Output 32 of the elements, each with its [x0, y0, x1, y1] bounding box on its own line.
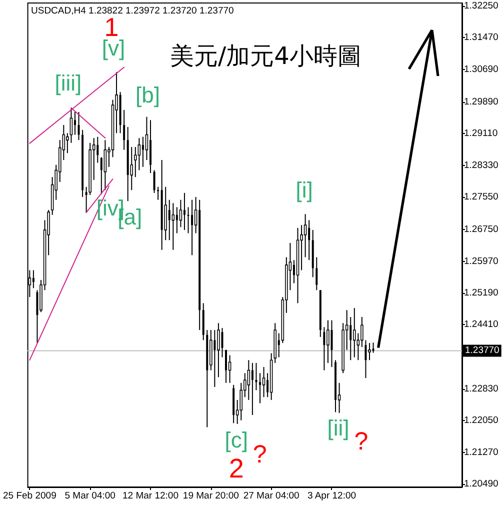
y-tick-label: 1.22830 — [464, 383, 498, 394]
y-tick-label: 1.28330 — [464, 160, 498, 171]
y-tick-label: 1.21270 — [464, 446, 498, 458]
y-tick-label: 1.32250 — [464, 0, 498, 12]
y-tick-label: 1.27550 — [464, 192, 498, 203]
y-tick-label: 1.26750 — [464, 224, 498, 236]
x-tick-label: 5 Mar 04:00 — [64, 490, 116, 502]
y-tick-label: 1.22050 — [464, 415, 498, 426]
annotation: [i] — [296, 178, 313, 203]
chart-subtitle: USDCAD,H4 1.23822 1.23972 1.23720 1.23770 — [31, 6, 234, 16]
text: 美元/加元4小時圖 — [170, 42, 362, 70]
annotation: [iii] — [54, 70, 82, 96]
y-tick-label: 1.25190 — [464, 287, 498, 298]
y-tick-label: 1.30690 — [464, 64, 498, 75]
annotation: ? — [252, 440, 267, 468]
annotation: ? — [354, 427, 368, 456]
y-tick-label: 1.29890 — [464, 96, 498, 108]
x-tick-label: 12 Mar 12:00 — [122, 490, 178, 502]
y-tick-label: 1.25970 — [464, 256, 498, 267]
y-tick-label: 1.20490 — [464, 478, 498, 490]
annotation: [b] — [135, 82, 160, 108]
x-tick-label: 25 Feb 2009 — [2, 490, 56, 502]
annotation: 2 — [228, 453, 244, 484]
y-tick-label: 1.31470 — [464, 32, 498, 44]
x-tick-label: 27 Mar 04:00 — [243, 490, 300, 502]
annotation: [ii] — [327, 415, 350, 440]
x-tick-label: 3 Apr 12:00 — [307, 490, 356, 502]
y-tick-label: 1.24410 — [464, 319, 498, 330]
annotation: [c] — [224, 427, 248, 452]
x-tick-label: 19 Mar 20:00 — [182, 490, 239, 502]
y-tick-label: 1.29110 — [464, 128, 498, 140]
ref-line-label: 1.23770 — [465, 345, 500, 356]
